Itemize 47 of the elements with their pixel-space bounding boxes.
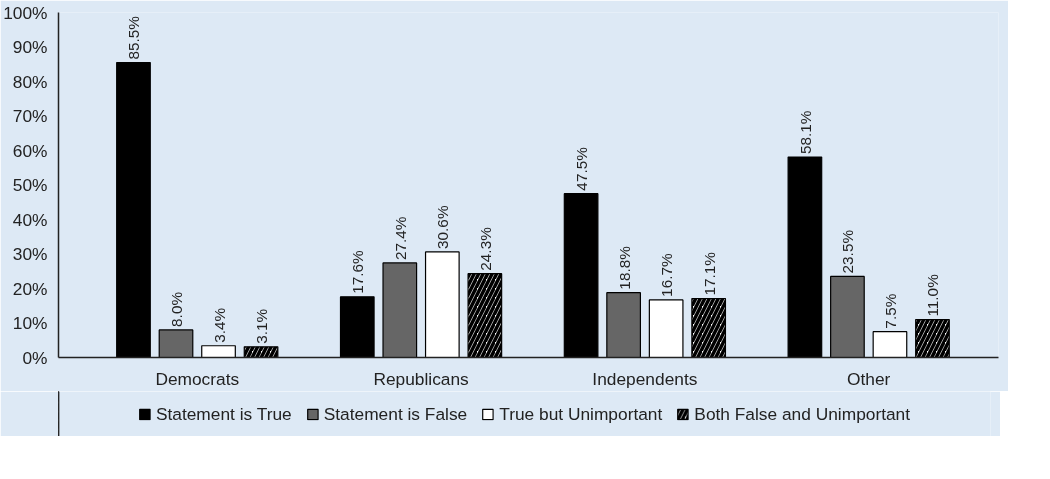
data-label: 18.8% xyxy=(615,245,633,290)
bar xyxy=(787,156,823,358)
bar xyxy=(116,61,151,358)
y-tick-label: 60% xyxy=(12,140,48,161)
data-label: 85.5% xyxy=(125,15,143,60)
x-tick-label: Other xyxy=(847,368,891,389)
legend-label: Statement is False xyxy=(323,403,468,424)
data-label: 17.1% xyxy=(700,251,718,296)
data-label: 58.1% xyxy=(796,110,814,155)
data-label: 17.6% xyxy=(349,249,367,294)
bar xyxy=(830,275,865,358)
legend-label: Both False and Unimportant xyxy=(694,403,911,424)
legend-label: True but Unimportant xyxy=(499,403,663,424)
y-tick-label: 90% xyxy=(12,37,48,57)
bar xyxy=(872,331,908,358)
data-label: 8.0% xyxy=(168,291,185,327)
y-tick-label: 40% xyxy=(12,209,48,230)
data-label: 47.5% xyxy=(573,146,591,191)
data-label: 24.3% xyxy=(476,226,494,271)
y-tick-label: 0% xyxy=(22,347,48,368)
data-label: 30.6% xyxy=(434,205,452,249)
y-tick-label: 20% xyxy=(12,278,48,299)
bar xyxy=(339,296,375,358)
bar xyxy=(201,345,236,358)
y-tick-label: 100% xyxy=(3,2,48,23)
y-tick-label: 10% xyxy=(12,313,48,333)
data-label: 16.7% xyxy=(658,253,676,297)
data-label: 7.5% xyxy=(881,293,899,329)
bar xyxy=(424,251,460,358)
bar xyxy=(382,262,418,358)
bar xyxy=(648,299,684,358)
legend-label: Statement is True xyxy=(155,403,292,424)
data-label: 11.0% xyxy=(924,273,942,317)
y-tick-label: 80% xyxy=(12,71,48,92)
data-label: 27.4% xyxy=(391,216,409,260)
x-tick-label: Democrats xyxy=(155,368,240,389)
y-tick-label: 70% xyxy=(12,106,48,126)
bar xyxy=(158,329,194,358)
y-tick-label: 50% xyxy=(12,175,48,195)
data-label: 3.1% xyxy=(253,308,271,344)
y-tick-label: 30% xyxy=(12,244,48,264)
bar xyxy=(606,292,641,358)
x-tick-label: Republicans xyxy=(373,368,470,389)
data-label: 23.5% xyxy=(839,229,857,274)
x-tick-label: Independents xyxy=(592,368,698,389)
bar xyxy=(563,193,599,358)
data-label: 3.4% xyxy=(210,307,228,343)
